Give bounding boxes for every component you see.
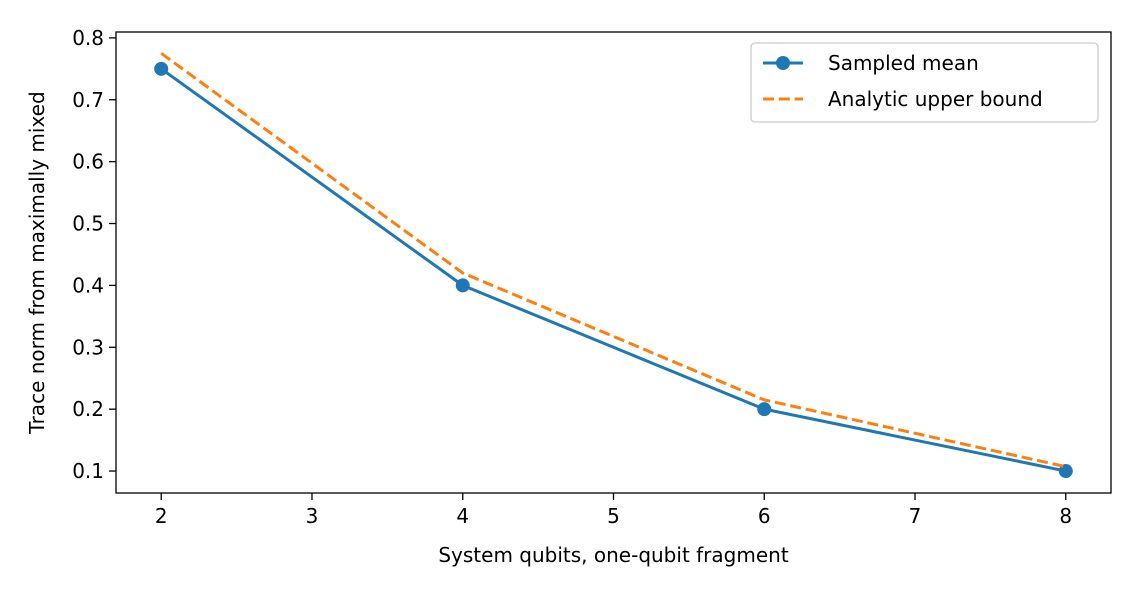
data-point-sampled-mean bbox=[757, 402, 772, 417]
y-tick-label: 0.2 bbox=[72, 397, 104, 421]
x-axis-label: System qubits, one-qubit fragment bbox=[438, 543, 788, 567]
data-point-sampled-mean bbox=[455, 278, 470, 293]
x-tick-label: 8 bbox=[1059, 504, 1072, 528]
data-point-sampled-mean bbox=[1058, 464, 1073, 479]
legend-marker-sampled-mean bbox=[776, 56, 790, 70]
x-tick-label: 5 bbox=[607, 504, 620, 528]
x-axis-ticks: 2 3 4 5 6 7 8 bbox=[155, 493, 1072, 528]
y-tick-label: 0.1 bbox=[72, 459, 104, 483]
y-tick-label: 0.8 bbox=[72, 26, 104, 50]
series-layer bbox=[154, 52, 1073, 479]
y-axis-label: Trace norm from maximally mixed bbox=[25, 91, 49, 434]
y-tick-label: 0.5 bbox=[72, 212, 104, 236]
y-tick-label: 0.6 bbox=[72, 150, 104, 174]
x-tick-label: 6 bbox=[758, 504, 771, 528]
legend-box bbox=[750, 42, 1099, 123]
series-line-sampled-mean bbox=[160, 67, 1067, 473]
legend-label-analytic-upper-bound: Analytic upper bound bbox=[828, 87, 1043, 111]
data-point-sampled-mean bbox=[154, 61, 169, 76]
y-tick-label: 0.7 bbox=[72, 88, 104, 112]
y-tick-label: 0.3 bbox=[72, 335, 104, 359]
plot-area-frame bbox=[115, 31, 1112, 494]
x-tick-label: 4 bbox=[456, 504, 469, 528]
x-tick-label: 7 bbox=[909, 504, 922, 528]
y-tick-label: 0.4 bbox=[72, 273, 104, 297]
legend: Sampled mean Analytic upper bound bbox=[750, 42, 1099, 123]
series-line-analytic-upper-bound bbox=[160, 52, 1067, 469]
x-tick-label: 3 bbox=[306, 504, 319, 528]
legend-label-sampled-mean: Sampled mean bbox=[828, 51, 979, 75]
x-tick-label: 2 bbox=[155, 504, 168, 528]
y-axis-ticks: 0.1 0.2 0.3 0.4 0.5 0.6 0.7 0.8 bbox=[72, 26, 116, 483]
